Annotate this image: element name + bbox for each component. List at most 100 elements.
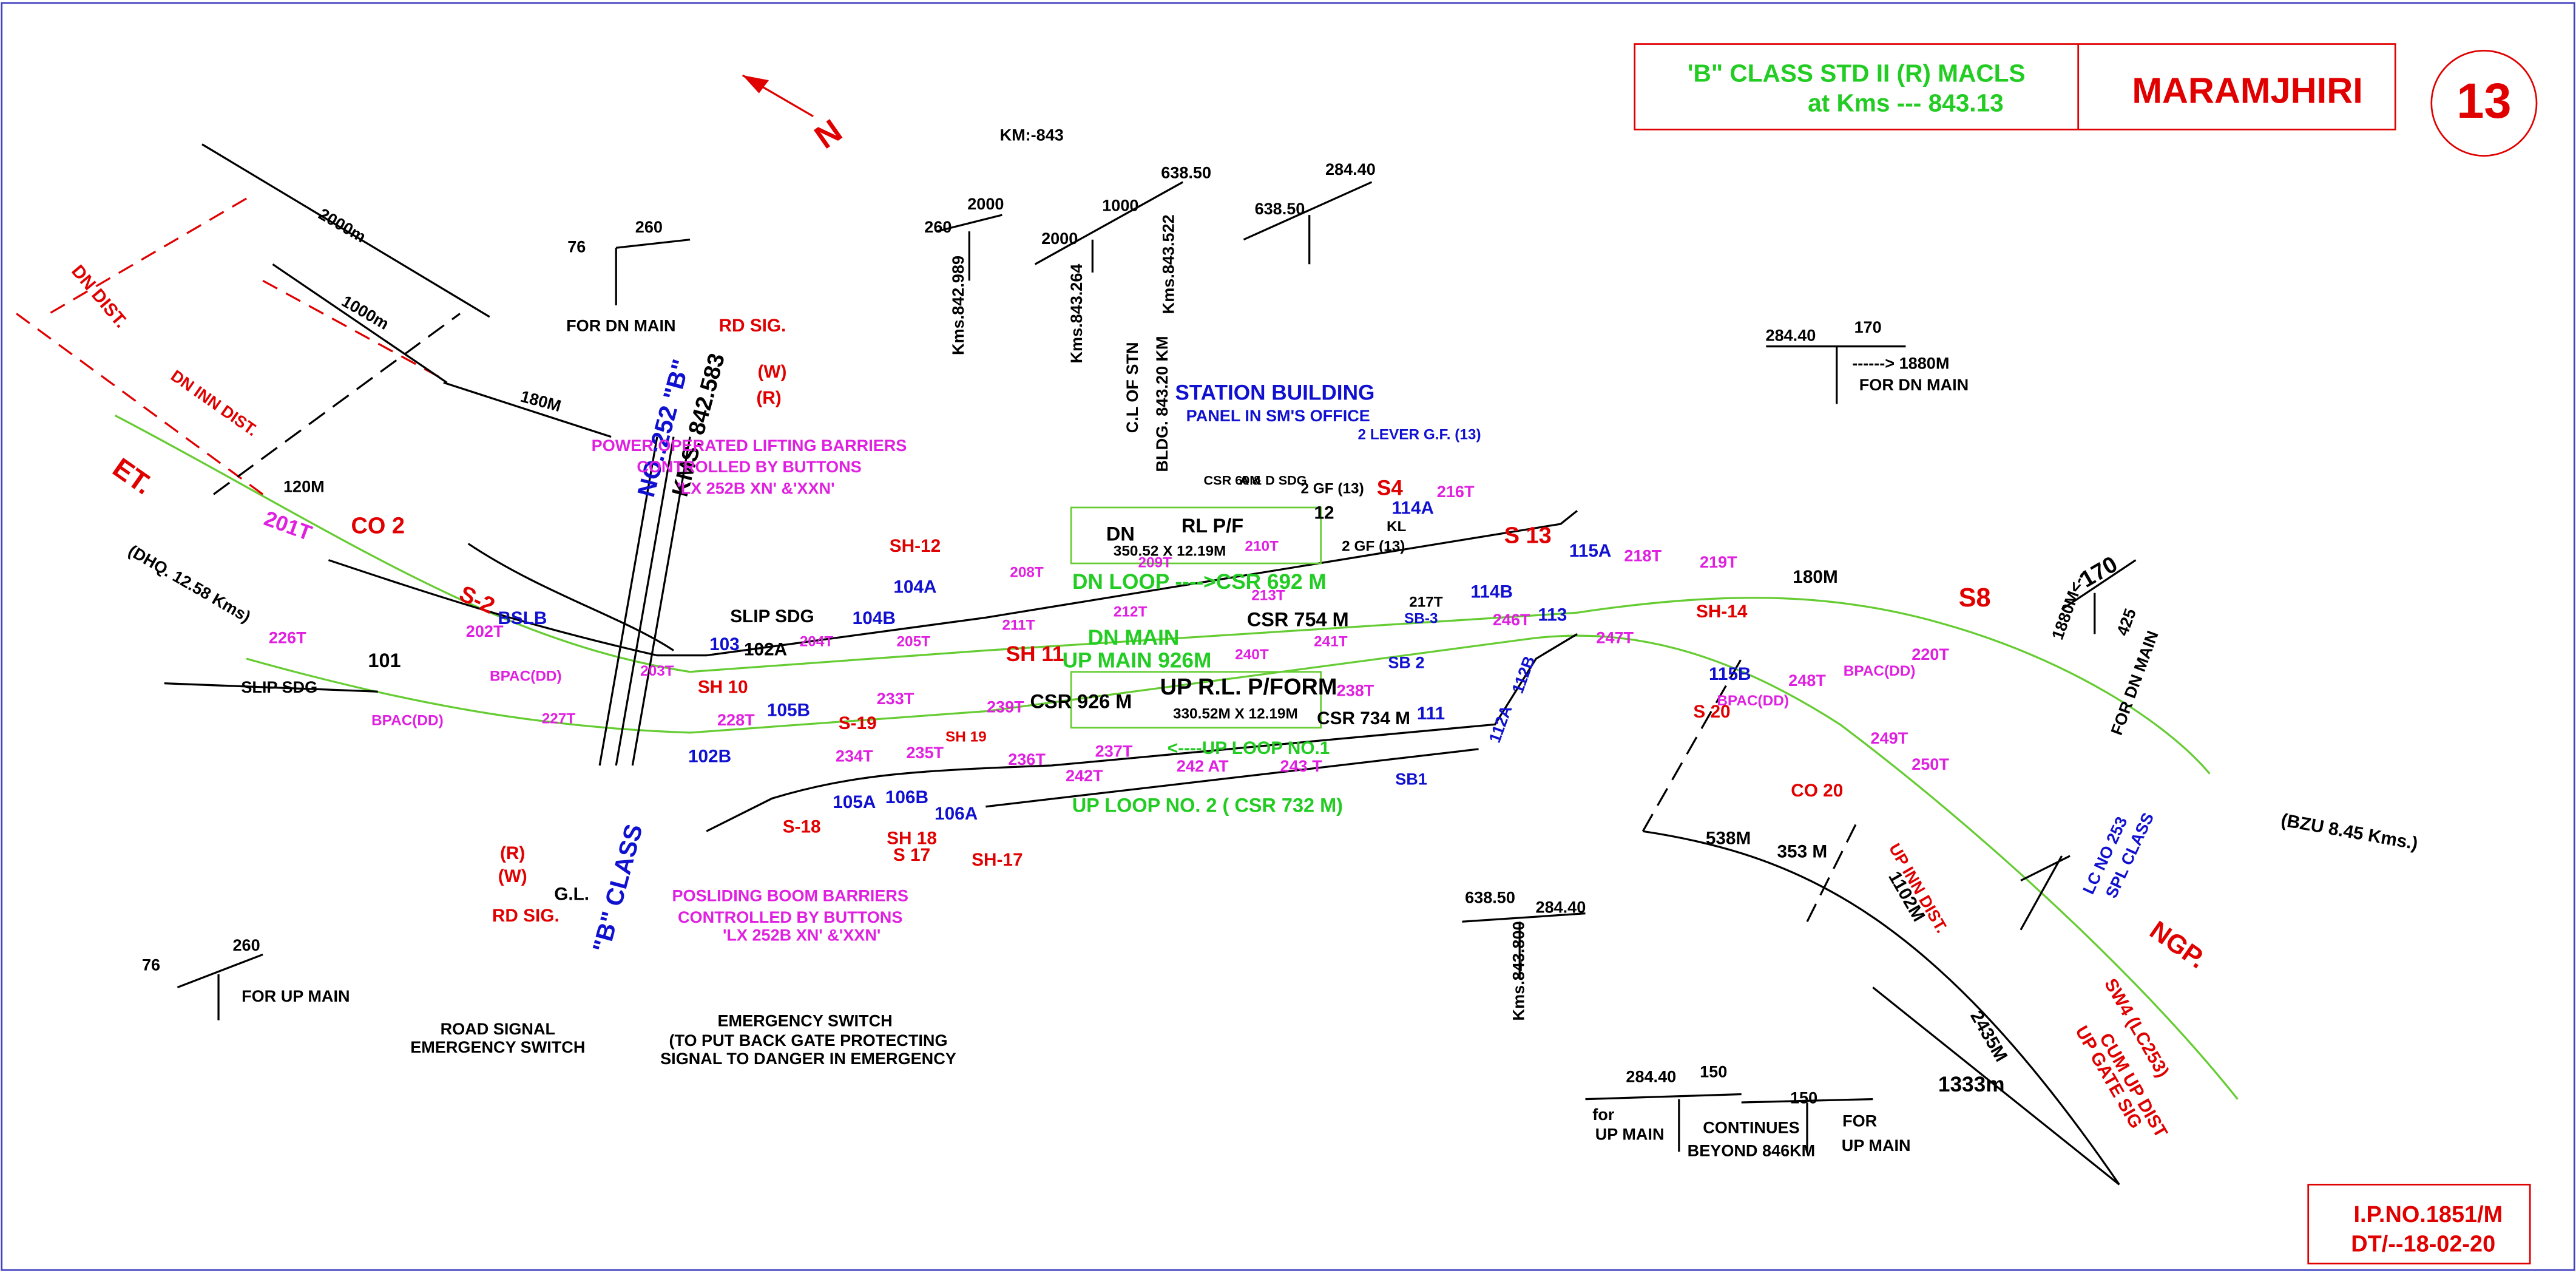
label: 234T (836, 747, 873, 765)
label: 180M (519, 387, 563, 415)
label: 284.40 (1766, 326, 1816, 345)
label: A & D SDG (1240, 472, 1307, 487)
label: Kms.843.264 (1067, 264, 1086, 364)
label: 226T (269, 628, 306, 647)
label: PANEL IN SM'S OFFICE (1186, 406, 1370, 425)
label: 246T (1493, 610, 1530, 629)
label: POWER OPERATED LIFTING BARRIERS (592, 436, 907, 455)
label: (R) (500, 843, 525, 863)
label: 'LX 252B XN' &'XXN' (677, 478, 834, 497)
label: C.L OF STN (1123, 342, 1141, 433)
label: ROAD SIGNAL (441, 1019, 555, 1038)
label: 260 (635, 217, 663, 236)
label: S 20 (1693, 702, 1730, 722)
lc-253-lines (2021, 856, 2070, 930)
label: 2000m (316, 205, 369, 246)
label: 102B (688, 746, 731, 766)
label: 284.40 (1325, 160, 1376, 178)
label: S4 (1377, 476, 1403, 500)
label: EMERGENCY SWITCH (410, 1037, 585, 1056)
label: 260 (233, 935, 260, 954)
label: SH-14 (1696, 602, 1748, 622)
label: 2 LEVER G.F. (13) (1358, 426, 1481, 443)
label: 238T (1337, 681, 1374, 699)
label: 353 M (1777, 841, 1828, 861)
label: UP R.L. P/FORM (1160, 674, 1337, 700)
label: POSLIDING BOOM BARRIERS (672, 886, 908, 905)
label: Kms.843.522 (1159, 214, 1178, 314)
label: 150 (1790, 1088, 1817, 1107)
label: CSR 926 M (1030, 691, 1132, 713)
label: S-19 (839, 713, 877, 733)
label: SIGNAL TO DANGER IN EMERGENCY (660, 1049, 956, 1068)
label: 216T (1437, 482, 1475, 501)
label: SH 10 (698, 677, 748, 698)
label: BSLB (498, 608, 547, 628)
label: 260 (924, 217, 952, 236)
label: G.L. (554, 884, 589, 905)
label: ET. (107, 452, 158, 501)
label: 208T (1010, 565, 1044, 581)
label: SLIP SDG (730, 606, 814, 626)
label: 114A (1391, 498, 1434, 518)
label: 105A (833, 792, 876, 812)
label: (R) (756, 388, 781, 408)
label: 248T (1788, 671, 1826, 690)
title: 'B" CLASS STD II (R) MACLS (1688, 59, 2026, 87)
label: SH 11 (1006, 642, 1064, 666)
label: UP LOOP NO. 2 ( CSR 732 M) (1072, 794, 1343, 816)
label: FOR DN MAIN (566, 316, 675, 334)
label: 203T (640, 663, 674, 679)
label: DN (1106, 523, 1135, 545)
label: 210T (1245, 538, 1279, 554)
label: 76 (142, 955, 160, 974)
label: KL (1387, 518, 1407, 535)
label: 76 (567, 237, 586, 256)
ip-number: I.P.NO.1851/M (2353, 1202, 2503, 1227)
label: 227T (542, 711, 576, 727)
north-head (743, 75, 769, 93)
label: 538M (1706, 829, 1751, 849)
label: 211T (1002, 617, 1035, 633)
label: SLIP SDG (241, 677, 317, 696)
border (2, 3, 2575, 1270)
label: 2000 (1041, 229, 1078, 248)
label: 239T (987, 697, 1024, 716)
label: 217T (1409, 594, 1443, 610)
label: 212T (1114, 604, 1148, 620)
label: for (1592, 1105, 1615, 1124)
label: 150 (1700, 1062, 1727, 1081)
label: 209T (1138, 554, 1172, 571)
label: 228T (717, 710, 755, 729)
label: 2 GF (13) (1300, 481, 1364, 497)
label: (W) (757, 362, 786, 382)
label: 219T (1700, 552, 1737, 571)
label: 120M (283, 477, 325, 496)
label: BPAC(DD) (1844, 663, 1916, 679)
label: RD SIG. (492, 906, 559, 926)
label: KM:-843 (1000, 125, 1064, 144)
sheet-number: 13 (2456, 73, 2511, 129)
label: 101 (368, 650, 401, 671)
label: 104B (853, 608, 896, 628)
label: 'LX 252B XN' &'XXN' (723, 926, 881, 945)
label: 104A (893, 577, 936, 597)
label: UP MAIN (1595, 1124, 1665, 1143)
dist-lines (16, 199, 444, 494)
label: SB 2 (1388, 653, 1424, 671)
footer-block: I.P.NO.1851/M DT/--18-02-20 (2308, 1184, 2530, 1263)
label: CONTROLLED BY BUTTONS (678, 908, 902, 926)
label: DN LOOP ---->CSR 692 M (1072, 570, 1327, 594)
label: 205T (896, 633, 930, 650)
diagram: 'B" CLASS STD II (R) MACLS at Kms --- 84… (0, 0, 2576, 1273)
label: 106B (885, 787, 928, 807)
label: 235T (906, 743, 944, 762)
label: FOR (1842, 1112, 1877, 1130)
label: 115A (1569, 541, 1612, 561)
label: 425 (2112, 606, 2140, 638)
label: S 17 (893, 845, 930, 865)
label: 241T (1314, 633, 1348, 650)
label: FOR DN MAIN (2107, 628, 2162, 738)
label: <----UP LOOP NO.1 (1168, 738, 1330, 758)
label: (TO PUT BACK GATE PROTECTING (669, 1031, 947, 1050)
